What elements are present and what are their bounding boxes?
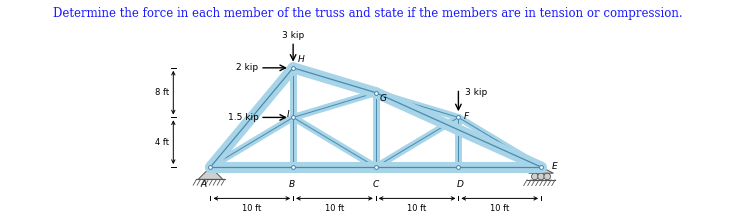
- Text: 1.5 kip: 1.5 kip: [228, 113, 259, 122]
- Text: I: I: [287, 110, 289, 119]
- Text: 3 kip: 3 kip: [282, 31, 304, 40]
- Text: 10 ft: 10 ft: [325, 204, 344, 213]
- Text: D: D: [456, 180, 464, 189]
- Text: H: H: [297, 55, 304, 64]
- Text: 2 kip: 2 kip: [236, 63, 259, 72]
- Text: E: E: [552, 162, 558, 171]
- Text: B: B: [288, 180, 295, 189]
- Text: 10 ft: 10 ft: [243, 204, 262, 213]
- Circle shape: [544, 173, 551, 180]
- Text: 10 ft: 10 ft: [490, 204, 509, 213]
- Text: F: F: [463, 112, 468, 121]
- Text: C: C: [373, 180, 379, 189]
- Polygon shape: [528, 167, 553, 173]
- Text: Determine the force in each member of the truss and state if the members are in : Determine the force in each member of th…: [53, 7, 682, 20]
- Text: 3 kip: 3 kip: [465, 88, 487, 97]
- Text: G: G: [380, 94, 387, 103]
- Text: 4 ft: 4 ft: [155, 138, 169, 147]
- Circle shape: [538, 173, 545, 180]
- Text: A: A: [200, 180, 207, 189]
- Text: 8 ft: 8 ft: [155, 88, 169, 97]
- Circle shape: [531, 173, 538, 180]
- Polygon shape: [198, 167, 223, 179]
- Text: 10 ft: 10 ft: [407, 204, 427, 213]
